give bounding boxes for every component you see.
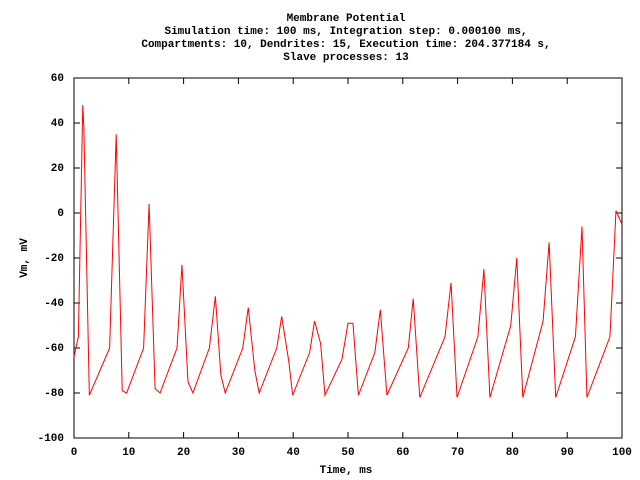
x-tick-label: 50 [341, 447, 354, 459]
chart-subtitle: Slave processes: 13 [283, 52, 409, 64]
x-tick-label: 70 [451, 447, 464, 459]
chart-subtitle: Simulation time: 100 ms, Integration ste… [164, 26, 527, 38]
x-tick-label: 30 [232, 447, 245, 459]
y-axis-label: Vm, mV [19, 238, 31, 278]
y-tick-label: -40 [44, 298, 64, 310]
x-axis-label: Time, ms [320, 465, 373, 477]
y-tick-label: 20 [51, 163, 64, 175]
x-tick-label: 0 [71, 447, 78, 459]
y-tick-label: 40 [51, 118, 64, 130]
y-tick-label: 60 [51, 73, 64, 85]
chart-subtitle: Compartments: 10, Dendrites: 15, Executi… [141, 39, 550, 51]
y-tick-label: -60 [44, 343, 64, 355]
y-tick-label: -20 [44, 253, 64, 265]
chart-title: Membrane Potential [287, 13, 406, 25]
y-tick-label: -80 [44, 388, 64, 400]
x-tick-label: 20 [177, 447, 190, 459]
data-line [73, 104, 623, 398]
x-tick-label: 60 [396, 447, 409, 459]
x-tick-label: 40 [287, 447, 300, 459]
x-tick-label: 90 [561, 447, 574, 459]
x-tick-label: 10 [122, 447, 135, 459]
y-tick-label: -100 [38, 433, 64, 445]
y-tick-label: 0 [57, 208, 64, 220]
x-tick-label: 80 [506, 447, 519, 459]
x-tick-label: 100 [612, 447, 632, 459]
